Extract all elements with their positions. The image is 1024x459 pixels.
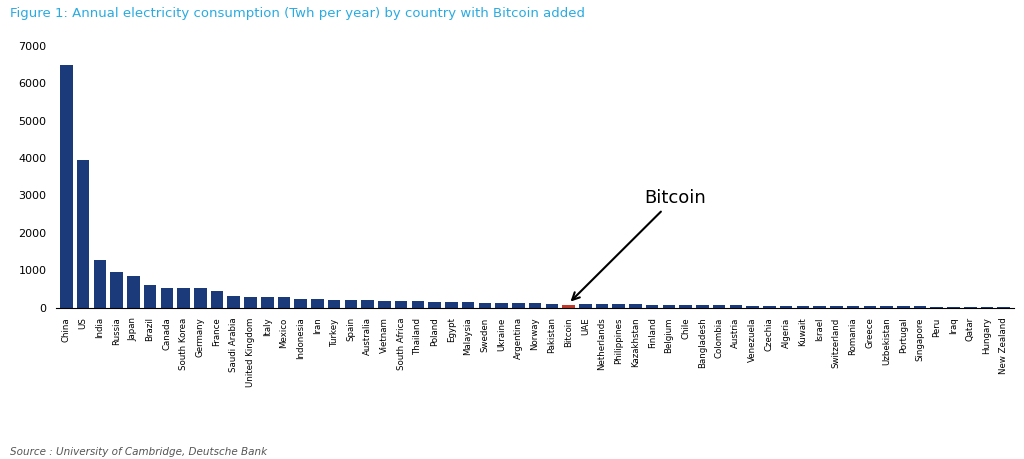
Bar [847,306,859,308]
Bar [528,303,542,308]
Bar [395,301,408,308]
Bar [931,307,943,308]
Bar [746,306,759,308]
Bar [713,305,725,308]
Bar [445,302,458,308]
Bar [361,300,374,308]
Bar [881,306,893,308]
Bar [546,303,558,308]
Bar [77,160,89,308]
Bar [244,297,257,308]
Bar [93,260,106,308]
Bar [412,302,424,308]
Bar [60,65,73,308]
Bar [763,306,775,308]
Bar [780,306,793,308]
Bar [596,304,608,308]
Bar [295,299,307,308]
Bar [830,306,843,308]
Bar [913,307,927,308]
Bar [278,297,290,308]
Bar [311,299,324,308]
Bar [646,304,658,308]
Text: Figure 1: Annual electricity consumption (Twh per year) by country with Bitcoin : Figure 1: Annual electricity consumption… [10,7,586,20]
Text: Source : University of Cambridge, Deutsche Bank: Source : University of Cambridge, Deutsc… [10,447,267,457]
Bar [579,304,592,308]
Bar [562,305,574,308]
Bar [612,304,625,308]
Bar [378,301,391,308]
Bar [161,287,173,308]
Bar [797,306,809,308]
Bar [947,307,959,308]
Bar [345,300,357,308]
Bar [730,306,742,308]
Bar [813,306,826,308]
Bar [194,288,207,308]
Bar [143,285,157,308]
Bar [663,305,675,308]
Bar [997,307,1010,308]
Bar [897,306,909,308]
Bar [111,272,123,308]
Bar [261,297,273,308]
Bar [478,303,492,308]
Bar [211,291,223,308]
Bar [428,302,441,308]
Bar [127,276,139,308]
Bar [512,303,524,308]
Bar [981,307,993,308]
Bar [462,302,474,308]
Text: Bitcoin: Bitcoin [572,189,706,300]
Bar [964,307,977,308]
Bar [629,304,642,308]
Bar [679,305,692,308]
Bar [227,296,240,308]
Bar [328,300,340,308]
Bar [177,288,189,308]
Bar [863,306,877,308]
Bar [496,303,508,308]
Bar [696,305,709,308]
